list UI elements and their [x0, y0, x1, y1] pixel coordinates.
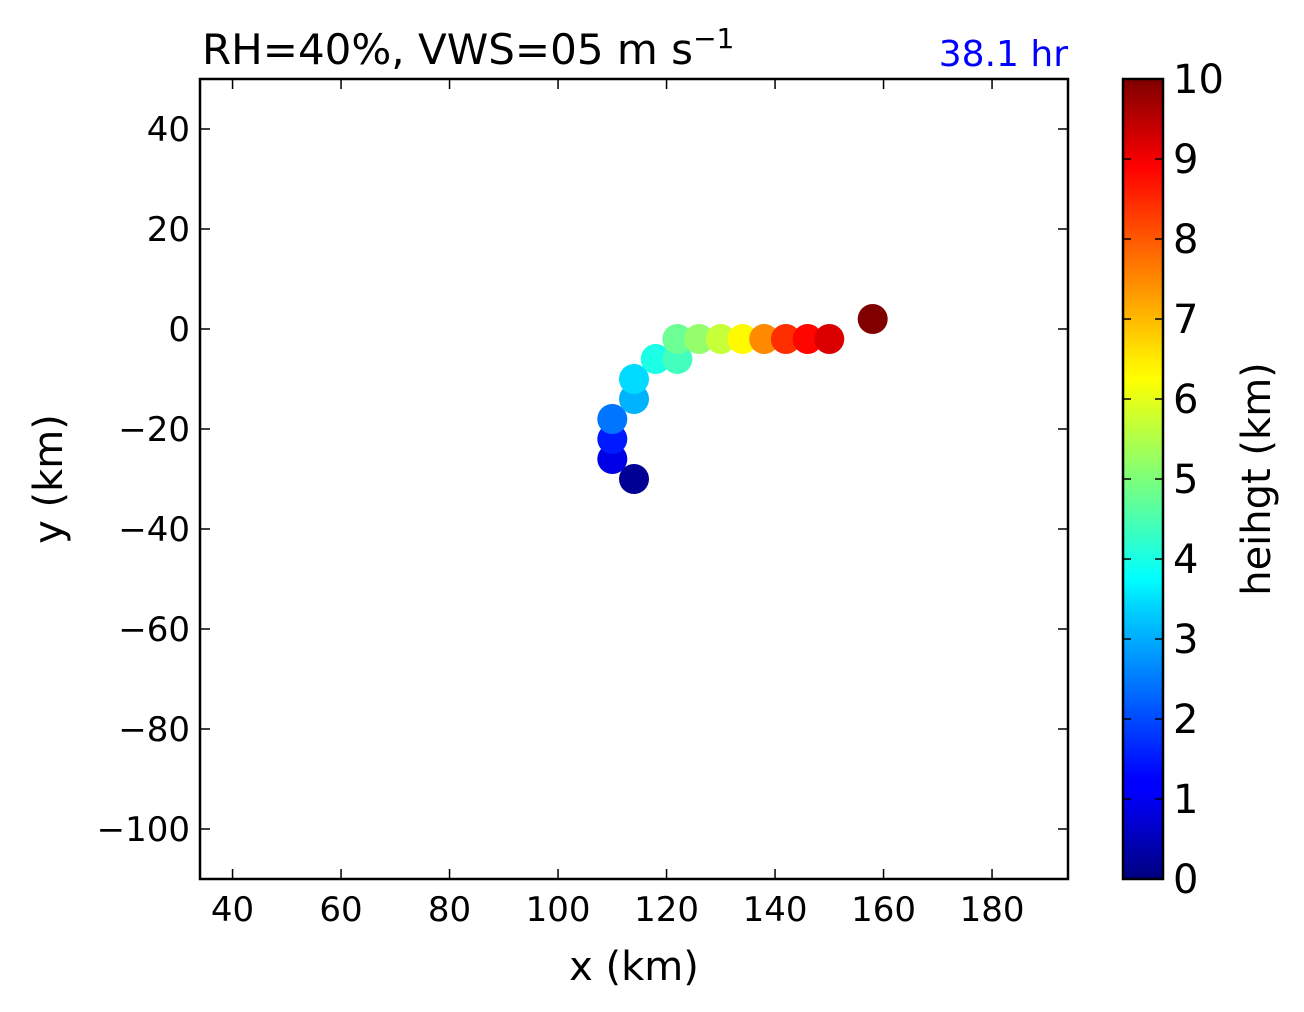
x-tick-label: 40 [211, 890, 254, 930]
scatter-point [597, 404, 628, 434]
scatter-point [727, 324, 758, 354]
colorbar-tick-label: 10 [1173, 57, 1224, 103]
x-tick-label: 100 [526, 890, 591, 930]
y-axis-label: y (km) [26, 414, 72, 544]
x-axis: 40 60 80 100 120 140 160 180 [211, 79, 1025, 930]
time-label: 38.1 hr [939, 34, 1068, 75]
colorbar-tick-label: 1 [1173, 777, 1198, 823]
scatter-point [705, 324, 736, 354]
y-tick-label: −20 [118, 410, 190, 450]
y-tick-label: 20 [147, 210, 190, 250]
scatter-point [749, 324, 780, 354]
y-tick-label: −100 [97, 810, 190, 850]
scatter-points [597, 304, 888, 494]
y-axis: 40 20 0 −20 −40 −60 −80 −100 [97, 110, 1068, 850]
scatter-point [857, 304, 888, 334]
x-tick-label: 180 [960, 890, 1025, 930]
plot-frame [198, 77, 1070, 881]
x-tick-label: 60 [319, 890, 362, 930]
y-tick-label: −40 [118, 510, 190, 550]
x-tick-label: 160 [851, 890, 916, 930]
y-tick-label: 0 [168, 310, 190, 350]
colorbar-tick-label: 2 [1173, 697, 1198, 743]
colorbar-tick-label: 3 [1173, 617, 1198, 663]
colorbar-tick-label: 0 [1173, 857, 1198, 903]
y-tick-label: −60 [118, 610, 190, 650]
y-tick-label: −80 [118, 710, 190, 750]
x-tick-label: 80 [428, 890, 471, 930]
chart-title: RH=40%, VWS=05 m s−1 [202, 22, 734, 74]
colorbar-tick-label: 6 [1173, 377, 1198, 423]
colorbar-label: heihgt (km) [1234, 362, 1280, 596]
title-superscript: −1 [693, 22, 734, 55]
x-tick-label: 140 [743, 890, 808, 930]
colorbar-ticks: 0 1 2 3 4 5 6 7 8 9 10 [1123, 57, 1224, 903]
scatter-point [814, 324, 845, 354]
colorbar-tick-label: 4 [1173, 537, 1198, 583]
scatter-point [792, 324, 823, 354]
x-axis-label: x (km) [569, 944, 699, 990]
scatter-point [640, 344, 671, 374]
y-tick-label: 40 [147, 110, 190, 150]
colorbar-tick-label: 8 [1173, 217, 1198, 263]
colorbar-tick-label: 9 [1173, 137, 1198, 183]
colorbar-tick-label: 5 [1173, 457, 1198, 503]
scatter-point [662, 324, 693, 354]
scatter-point [770, 324, 801, 354]
scatter-point [619, 364, 649, 394]
colorbar-tick-label: 7 [1173, 297, 1198, 343]
scatter-point [619, 464, 649, 494]
scatter-point [684, 324, 715, 354]
x-tick-label: 120 [634, 890, 699, 930]
